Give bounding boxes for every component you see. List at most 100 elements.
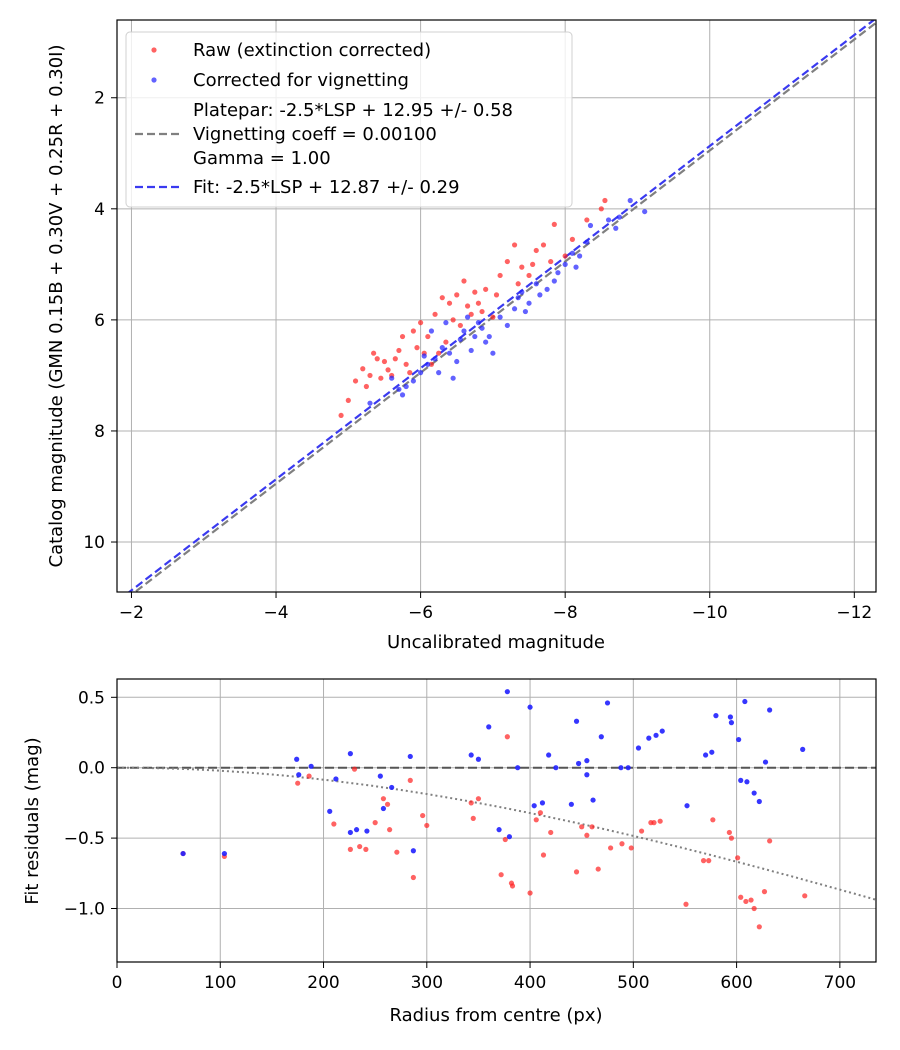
bottom-x-tick-label: 0 [112, 973, 123, 993]
top-point-raw [414, 345, 420, 351]
top-point-raw [493, 292, 500, 298]
top-point-raw [443, 339, 449, 345]
bottom-point-corrected [736, 736, 742, 743]
bottom-point-corrected [762, 759, 769, 765]
bottom-point-raw [295, 780, 301, 786]
bottom-points [180, 689, 808, 930]
top-point-corrected [555, 270, 561, 276]
top-point-corrected [464, 314, 471, 320]
bottom-point-corrected [575, 760, 582, 767]
top-x-tick-label: −2 [119, 603, 144, 623]
top-point-raw [425, 333, 431, 340]
bottom-point-corrected [584, 772, 590, 778]
bottom-point-raw [363, 846, 369, 852]
top-point-raw [515, 281, 521, 287]
bottom-point-corrected [180, 850, 186, 857]
top-point-raw [479, 308, 485, 315]
bottom-point-raw [619, 841, 625, 847]
top-point-corrected [454, 358, 460, 365]
bottom-point-corrected [475, 756, 482, 762]
bottom-point-corrected [727, 714, 733, 720]
legend-platepar-label: Platepar: -2.5*LSP + 12.95 +/- 0.58 [193, 100, 513, 121]
top-point-corrected [627, 197, 633, 204]
top-point-raw [446, 300, 453, 306]
legend-gamma-label: Gamma = 1.00 [193, 148, 331, 169]
bottom-x-tick-label: 400 [514, 973, 546, 993]
bottom-point-raw [756, 924, 762, 930]
top-point-corrected [573, 264, 579, 270]
bottom-point-raw [628, 845, 634, 851]
top-point-corrected [616, 214, 622, 220]
bottom-point-corrected [709, 749, 715, 755]
top-point-raw [428, 361, 435, 367]
top-point-raw [490, 314, 496, 320]
bottom-point-corrected [703, 752, 709, 758]
top-point-corrected [428, 328, 435, 334]
bottom-point-corrected [573, 718, 580, 724]
top-point-raw [540, 242, 547, 248]
top-point-raw [598, 206, 604, 212]
legend-vignetting-label: Vignetting coeff = 0.00100 [193, 124, 437, 145]
bottom-point-corrected [713, 713, 719, 719]
bottom-point-raw [589, 824, 595, 830]
bottom-x-axis-label: Radius from centre (px) [389, 1005, 602, 1026]
top-point-raw [548, 258, 554, 265]
top-point-raw [399, 333, 406, 340]
bottom-point-raw [748, 897, 754, 903]
top-y-tick-label: 8 [94, 422, 105, 442]
bottom-point-corrected [333, 776, 339, 782]
top-point-corrected [396, 386, 402, 392]
top-point-corrected [367, 400, 373, 406]
top-chart: −2 −4 −6 −8 −10 −12 2 4 6 8 10 Uncalibrated magnit… [46, 19, 877, 653]
bottom-axes-frame [116, 678, 877, 963]
top-ticks: −2 −4 −6 −8 −10 −12 2 4 6 8 10 [83, 89, 872, 623]
top-point-corrected [461, 328, 467, 334]
bottom-point-raw [410, 874, 416, 881]
bottom-point-raw [735, 855, 741, 861]
bottom-point-raw [527, 890, 533, 896]
bottom-point-raw [372, 820, 378, 826]
top-points [338, 197, 648, 419]
legend: Raw (extinction corrected) Corrected for… [125, 31, 573, 208]
bottom-point-raw [470, 815, 476, 821]
top-x-tick-label: −6 [408, 603, 433, 623]
bottom-point-raw [540, 852, 547, 858]
bottom-point-corrected [527, 704, 533, 710]
bottom-point-corrected [728, 720, 735, 726]
bottom-point-corrected [504, 689, 510, 695]
top-point-corrected [569, 250, 576, 256]
bottom-point-corrected [496, 827, 502, 833]
bottom-point-corrected [353, 827, 360, 833]
bottom-point-raw [387, 827, 393, 833]
bottom-x-tick-label: 500 [617, 973, 649, 993]
bottom-point-raw [475, 796, 482, 802]
bottom-point-corrected [377, 773, 383, 779]
top-point-corrected [436, 370, 442, 376]
top-point-raw [436, 350, 442, 356]
bottom-point-corrected [380, 805, 387, 812]
bottom-point-raw [502, 836, 508, 843]
bottom-reference-lines [117, 766, 877, 901]
bottom-point-corrected [598, 734, 604, 740]
bottom-point-corrected [486, 724, 492, 730]
top-point-raw [519, 264, 525, 270]
bottom-point-corrected [364, 828, 370, 834]
top-point-raw [569, 236, 576, 242]
bottom-point-corrected [506, 834, 513, 840]
top-point-raw [345, 397, 351, 404]
bottom-point-raw [638, 828, 645, 834]
bottom-y-tick-label: −0.5 [64, 829, 105, 849]
bottom-point-raw [548, 829, 554, 836]
top-x-axis-label: Uncalibrated magnitude [387, 632, 605, 653]
bottom-point-raw [331, 821, 337, 827]
top-point-raw [432, 311, 438, 317]
bottom-point-corrected [744, 779, 750, 785]
top-point-raw [410, 328, 416, 334]
bottom-point-raw [384, 801, 391, 807]
top-point-corrected [418, 370, 424, 376]
bottom-point-corrected [767, 707, 773, 713]
top-point-raw [530, 261, 536, 267]
bottom-point-raw [700, 858, 707, 864]
bottom-point-raw [761, 889, 768, 895]
bottom-point-corrected [389, 784, 395, 791]
